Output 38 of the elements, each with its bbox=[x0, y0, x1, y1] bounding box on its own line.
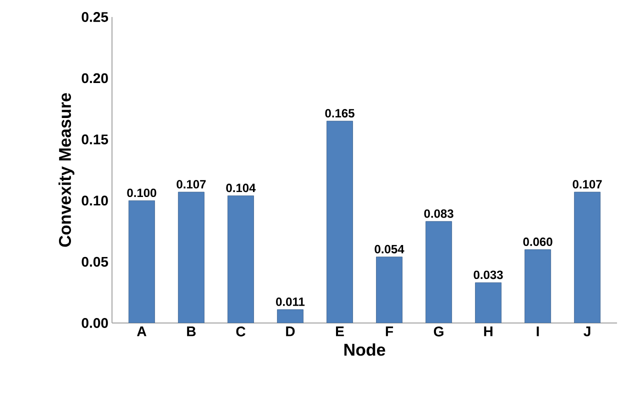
x-tick-label: A bbox=[137, 326, 146, 336]
bar bbox=[574, 192, 601, 323]
y-tick-label: 0.25 bbox=[82, 12, 108, 22]
x-tick-label: D bbox=[286, 326, 295, 336]
data-label: 0.054 bbox=[374, 244, 404, 254]
data-label: 0.107 bbox=[176, 180, 206, 188]
data-label: 0.060 bbox=[523, 238, 552, 246]
data-label: 0.083 bbox=[424, 209, 454, 218]
x-tick-label: B bbox=[187, 326, 196, 336]
x-tick-label: E bbox=[336, 326, 344, 336]
x-tick-label: C bbox=[236, 326, 246, 336]
x-tick-label: J bbox=[584, 326, 590, 336]
y-tick-label: 0.10 bbox=[82, 196, 108, 206]
bar bbox=[475, 282, 502, 323]
y-tick-label: 0.05 bbox=[82, 256, 108, 267]
data-label: 0.165 bbox=[325, 109, 354, 118]
bar bbox=[178, 192, 204, 323]
y-tick-label: 0.20 bbox=[82, 73, 108, 84]
y-tick-label: 0.15 bbox=[82, 134, 108, 144]
data-label: 0.107 bbox=[572, 180, 602, 188]
y-tick-label: 0.00 bbox=[82, 318, 108, 328]
bar bbox=[376, 256, 402, 323]
x-tick-label: I bbox=[536, 326, 539, 336]
y-axis-title: Convexity Measure bbox=[58, 93, 74, 247]
x-tick-label: H bbox=[484, 326, 492, 336]
data-label: 0.011 bbox=[276, 298, 305, 306]
x-axis-title: Node bbox=[344, 343, 386, 356]
data-label: 0.033 bbox=[474, 270, 503, 280]
x-tick-label: F bbox=[386, 326, 394, 336]
x-tick-label: G bbox=[434, 326, 444, 336]
data-label: 0.104 bbox=[226, 184, 256, 192]
bar bbox=[128, 200, 155, 323]
bar bbox=[524, 249, 551, 323]
bar bbox=[228, 196, 254, 323]
bar bbox=[326, 120, 353, 323]
data-label: 0.100 bbox=[127, 188, 156, 198]
bar bbox=[426, 221, 452, 323]
bar bbox=[277, 309, 304, 323]
